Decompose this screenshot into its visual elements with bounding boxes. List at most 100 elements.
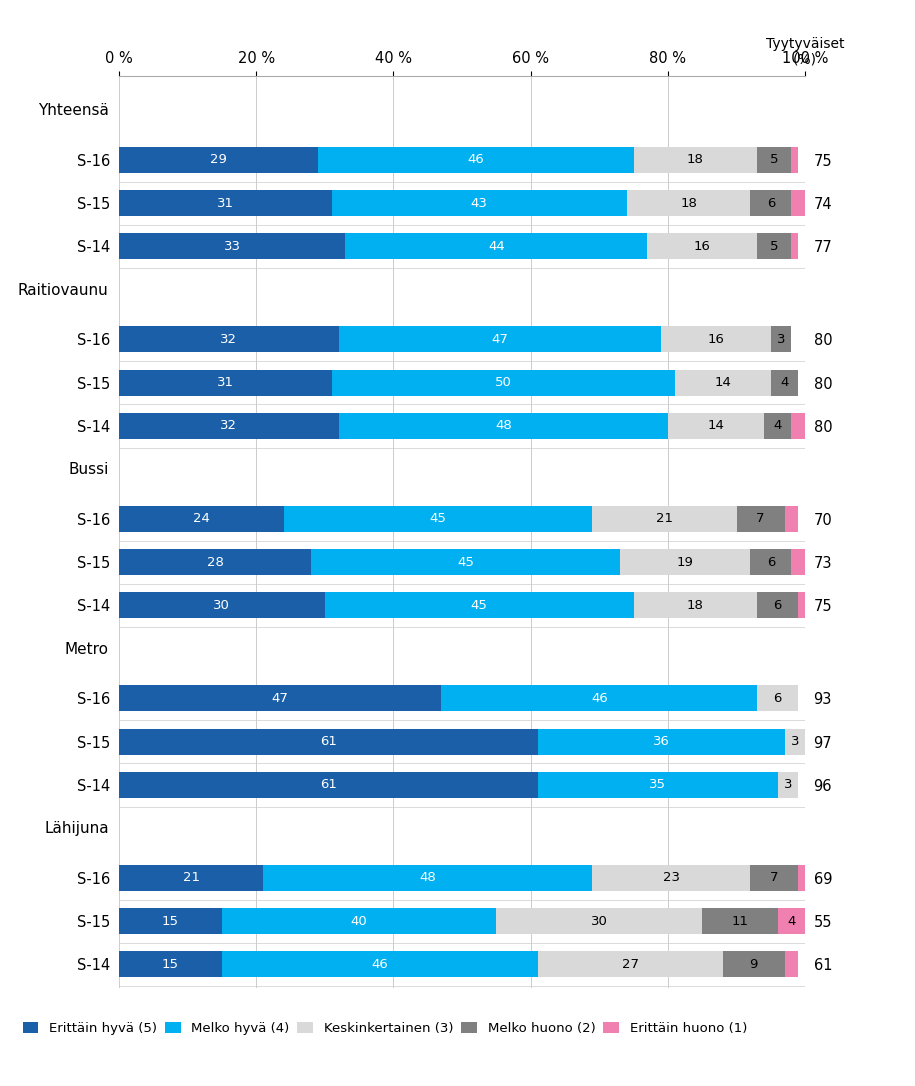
Bar xyxy=(675,369,770,395)
Bar xyxy=(758,593,798,618)
Text: 46: 46 xyxy=(371,958,388,971)
Text: Bussi: Bussi xyxy=(69,463,109,477)
Bar xyxy=(119,550,311,576)
Bar xyxy=(785,951,798,977)
Bar xyxy=(119,327,339,353)
Bar xyxy=(620,550,750,576)
Bar xyxy=(331,190,627,216)
Bar xyxy=(119,772,538,798)
Bar xyxy=(791,190,805,216)
Text: 45: 45 xyxy=(430,513,447,526)
Bar xyxy=(798,864,805,891)
Text: 15: 15 xyxy=(162,958,179,971)
Bar xyxy=(785,506,798,532)
Bar xyxy=(791,233,798,260)
Bar xyxy=(778,772,798,798)
Text: 4: 4 xyxy=(780,376,789,389)
Bar xyxy=(496,908,703,934)
Text: 45: 45 xyxy=(471,599,488,611)
Text: 30: 30 xyxy=(591,914,608,927)
Text: 48: 48 xyxy=(495,419,511,432)
Text: 36: 36 xyxy=(652,735,670,748)
Text: 4: 4 xyxy=(787,914,796,927)
Text: Tyytyväiset
(%): Tyytyväiset (%) xyxy=(766,37,845,67)
Bar xyxy=(119,506,284,532)
Text: 28: 28 xyxy=(207,556,223,569)
Text: 46: 46 xyxy=(591,692,608,705)
Text: 16: 16 xyxy=(707,333,725,346)
Text: 19: 19 xyxy=(677,556,694,569)
Text: 6: 6 xyxy=(773,599,782,611)
Bar xyxy=(221,951,538,977)
Text: 7: 7 xyxy=(757,513,765,526)
Text: 30: 30 xyxy=(213,599,231,611)
Text: 24: 24 xyxy=(193,513,210,526)
Bar xyxy=(119,190,331,216)
Bar xyxy=(119,864,264,891)
Text: 15: 15 xyxy=(162,914,179,927)
Bar xyxy=(750,550,791,576)
Text: Lähijuna: Lähijuna xyxy=(44,821,109,836)
Text: 18: 18 xyxy=(680,197,697,210)
Text: 6: 6 xyxy=(767,197,775,210)
Legend: Erittäin hyvä (5), Melko hyvä (4), Keskinkertainen (3), Melko huono (2), Erittäi: Erittäin hyvä (5), Melko hyvä (4), Keski… xyxy=(23,1022,747,1035)
Bar xyxy=(538,951,723,977)
Bar xyxy=(441,685,757,711)
Text: 50: 50 xyxy=(495,376,511,389)
Bar xyxy=(318,147,633,173)
Bar xyxy=(758,233,791,260)
Text: 9: 9 xyxy=(749,958,758,971)
Bar xyxy=(119,233,346,260)
Text: 44: 44 xyxy=(488,240,505,253)
Text: 32: 32 xyxy=(221,419,237,432)
Text: 21: 21 xyxy=(656,513,673,526)
Bar xyxy=(538,729,784,755)
Text: Raitiovaunu: Raitiovaunu xyxy=(18,282,109,298)
Text: 61: 61 xyxy=(320,779,337,792)
Bar xyxy=(633,593,758,618)
Text: 48: 48 xyxy=(419,871,436,884)
Bar xyxy=(791,147,798,173)
Bar xyxy=(668,413,764,439)
Text: 5: 5 xyxy=(770,153,779,166)
Text: Yhteensä: Yhteensä xyxy=(38,103,109,118)
Bar xyxy=(311,550,620,576)
Bar xyxy=(119,413,339,439)
Bar xyxy=(633,147,758,173)
Text: 46: 46 xyxy=(468,153,484,166)
Bar xyxy=(331,369,675,395)
Bar xyxy=(339,327,661,353)
Bar xyxy=(284,506,593,532)
Text: 7: 7 xyxy=(770,871,779,884)
Text: 35: 35 xyxy=(649,779,666,792)
Bar xyxy=(346,233,647,260)
Text: 23: 23 xyxy=(662,871,680,884)
Text: 61: 61 xyxy=(320,735,337,748)
Text: 31: 31 xyxy=(217,197,234,210)
Bar xyxy=(119,147,318,173)
Text: 6: 6 xyxy=(767,556,775,569)
Bar xyxy=(758,147,791,173)
Text: 4: 4 xyxy=(773,419,782,432)
Bar xyxy=(778,908,805,934)
Text: 14: 14 xyxy=(715,376,731,389)
Text: 43: 43 xyxy=(471,197,488,210)
Bar xyxy=(119,593,325,618)
Text: 47: 47 xyxy=(491,333,508,346)
Text: 40: 40 xyxy=(350,914,368,927)
Bar xyxy=(119,369,331,395)
Text: 31: 31 xyxy=(217,376,234,389)
Bar xyxy=(325,593,633,618)
Text: 3: 3 xyxy=(784,779,792,792)
Bar xyxy=(661,327,770,353)
Bar xyxy=(737,506,785,532)
Bar xyxy=(770,369,798,395)
Text: 3: 3 xyxy=(791,735,799,748)
Bar xyxy=(770,327,791,353)
Text: 29: 29 xyxy=(210,153,227,166)
Bar xyxy=(593,506,737,532)
Text: Metro: Metro xyxy=(65,642,109,657)
Bar xyxy=(798,593,813,618)
Bar xyxy=(119,685,441,711)
Bar xyxy=(785,729,805,755)
